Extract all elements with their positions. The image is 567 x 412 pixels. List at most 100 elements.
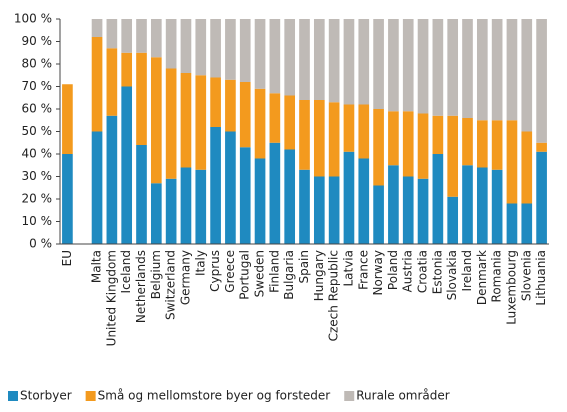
- bar-segment: [462, 165, 473, 244]
- x-tick-label: Netherlands: [134, 250, 148, 323]
- bar-segment: [225, 131, 236, 244]
- bar-segment: [239, 19, 251, 82]
- bar-segment: [91, 37, 103, 132]
- bar-segment: [462, 19, 473, 118]
- bar-segment: [239, 147, 251, 244]
- y-tick-label: 0 %: [29, 237, 52, 251]
- bar-segment: [328, 176, 340, 244]
- x-tick-label: Iceland: [119, 250, 133, 293]
- bar-segment: [402, 111, 414, 177]
- bar-segment: [239, 82, 251, 148]
- bar-segment: [180, 19, 192, 73]
- bar-segment: [210, 19, 221, 78]
- bar-segment: [106, 115, 118, 244]
- x-tick-label: Lithuania: [534, 250, 548, 306]
- bar-segment: [491, 169, 503, 244]
- bar-segment: [165, 19, 177, 69]
- bar-segment: [284, 19, 296, 96]
- bar-segment: [402, 176, 414, 244]
- x-tick-label: Germany: [178, 250, 192, 305]
- bar-segment: [358, 158, 370, 244]
- bar-segment: [536, 19, 547, 143]
- bar-segment: [388, 111, 399, 166]
- bar-segment: [106, 48, 118, 116]
- bar-segment: [299, 19, 310, 100]
- x-tick-label: Croatia: [416, 250, 430, 293]
- y-tick-label: 50 %: [22, 124, 53, 138]
- bar-segment: [313, 19, 325, 100]
- bar-segment: [491, 120, 503, 170]
- bar-segment: [343, 104, 355, 152]
- bar-segment: [358, 19, 370, 105]
- x-tick-label: Czech Republic: [327, 250, 341, 341]
- y-tick-label: 40 %: [22, 147, 53, 161]
- bar-segment: [462, 118, 473, 166]
- x-tick-label: Belgium: [149, 250, 163, 299]
- bar-segment: [136, 145, 147, 244]
- bar-segment: [225, 19, 236, 80]
- y-tick-label: 80 %: [22, 57, 53, 71]
- bar-segment: [284, 95, 296, 150]
- bar-segment: [269, 93, 281, 143]
- x-tick-label: Italy: [193, 250, 207, 276]
- bar-segment: [388, 165, 399, 244]
- x-tick-label: Slovenia: [519, 250, 533, 301]
- bar-segment: [521, 19, 533, 132]
- bar-segment: [447, 196, 459, 244]
- bar-segment: [536, 151, 547, 244]
- bar-segment: [180, 73, 192, 168]
- x-tick-label: Sweden: [253, 250, 267, 297]
- bar-segment: [313, 176, 325, 244]
- bar-segment: [432, 19, 444, 116]
- bar-segment: [195, 169, 207, 244]
- bar-segment: [491, 19, 503, 121]
- bar-segment: [121, 52, 133, 87]
- bar-segment: [299, 100, 310, 170]
- bar-segment: [165, 68, 177, 179]
- legend-swatch: [85, 391, 96, 401]
- bar-segment: [150, 183, 162, 244]
- x-tick-label: Portugal: [238, 250, 252, 300]
- bar-segment: [136, 19, 147, 53]
- x-tick-label: Malta: [90, 250, 104, 283]
- bar-segment: [210, 77, 221, 127]
- x-tick-label: Switzerland: [164, 250, 178, 320]
- x-tick-label: Latvia: [341, 250, 355, 287]
- x-tick-label: Hungary: [312, 250, 326, 301]
- y-tick-label: 20 %: [22, 192, 53, 206]
- x-tick-label: France: [356, 250, 370, 290]
- x-tick-label: Cyprus: [208, 250, 222, 292]
- bar-segment: [521, 131, 533, 204]
- bar-segment: [476, 120, 488, 168]
- bar-segment: [521, 203, 533, 244]
- bar-segment: [150, 19, 162, 58]
- legend-label: Rurale områder: [356, 389, 450, 403]
- bar-segment: [417, 178, 429, 244]
- bar-segment: [476, 167, 488, 244]
- y-tick-label: 90 %: [22, 34, 53, 48]
- bar-segment: [506, 120, 518, 204]
- bar-segment: [343, 151, 355, 244]
- bar-segment: [432, 154, 444, 244]
- bar-segment: [447, 115, 459, 197]
- bar-segment: [121, 86, 133, 244]
- bar-segment: [343, 19, 355, 105]
- bar-segment: [373, 109, 384, 186]
- bar-segment: [91, 131, 103, 244]
- bar-segment: [210, 127, 221, 244]
- x-tick-label: Poland: [386, 250, 400, 290]
- bar-segment: [225, 79, 236, 132]
- x-tick-label: EU: [60, 250, 74, 266]
- bar-segment: [62, 154, 73, 244]
- y-tick-label: 100 %: [14, 12, 52, 26]
- bar-segment: [447, 19, 459, 116]
- x-tick-label: Greece: [223, 250, 237, 293]
- bar-segment: [313, 100, 325, 177]
- bar-segment: [328, 102, 340, 177]
- y-tick-label: 30 %: [22, 169, 53, 183]
- x-tick-label: Slovakia: [445, 250, 459, 300]
- bar-segment: [91, 19, 103, 37]
- y-tick-label: 60 %: [22, 102, 53, 116]
- bar-segment: [328, 19, 340, 103]
- bar-segment: [254, 88, 266, 159]
